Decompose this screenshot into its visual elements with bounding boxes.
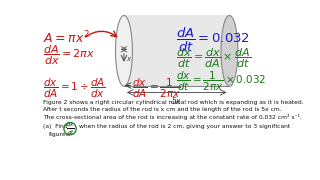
Text: 5x: 5x — [172, 97, 181, 106]
Ellipse shape — [221, 15, 238, 86]
Ellipse shape — [116, 15, 132, 86]
Text: The cross-sectional area of the rod is increasing at the constant rate of 0.032 : The cross-sectional area of the rod is i… — [43, 114, 302, 120]
Text: $\dfrac{dA}{dx} = 2\pi x$: $\dfrac{dA}{dx} = 2\pi x$ — [43, 43, 95, 67]
Text: Figure 2 shows a right circular cylindrical metal rod which is expanding as it i: Figure 2 shows a right circular cylindri… — [43, 100, 304, 105]
Text: $\frac{dx}{dt}$: $\frac{dx}{dt}$ — [66, 121, 74, 137]
Text: figures.: figures. — [49, 132, 71, 138]
Text: $\dfrac{dx}{dA} = 1 \div \dfrac{dA}{dx}$: $\dfrac{dx}{dA} = 1 \div \dfrac{dA}{dx}$ — [43, 77, 106, 100]
Text: (a)  Find: (a) Find — [43, 124, 68, 129]
Bar — [124, 15, 229, 86]
Text: $A = \pi x^2$: $A = \pi x^2$ — [43, 29, 90, 46]
Text: After t seconds the radius of the rod is x cm and the length of the rod is 5x cm: After t seconds the radius of the rod is… — [43, 107, 282, 112]
Text: when the radius of the rod is 2 cm, giving your answer to 3 significant: when the radius of the rod is 2 cm, givi… — [79, 124, 291, 129]
Text: $\dfrac{dx}{dA} = \dfrac{1}{2\pi x}$: $\dfrac{dx}{dA} = \dfrac{1}{2\pi x}$ — [132, 77, 180, 100]
Text: $\dfrac{dA}{dt} = 0.032$: $\dfrac{dA}{dt} = 0.032$ — [176, 25, 250, 54]
Text: $\dfrac{dx}{dt} = \dfrac{dx}{dA} \times \dfrac{dA}{dt}$: $\dfrac{dx}{dt} = \dfrac{dx}{dA} \times … — [176, 46, 251, 70]
Text: $\dfrac{dx}{dt} = \dfrac{1}{2\pi x} \times 0.032$: $\dfrac{dx}{dt} = \dfrac{1}{2\pi x} \tim… — [176, 69, 266, 93]
Text: x: x — [126, 56, 130, 62]
